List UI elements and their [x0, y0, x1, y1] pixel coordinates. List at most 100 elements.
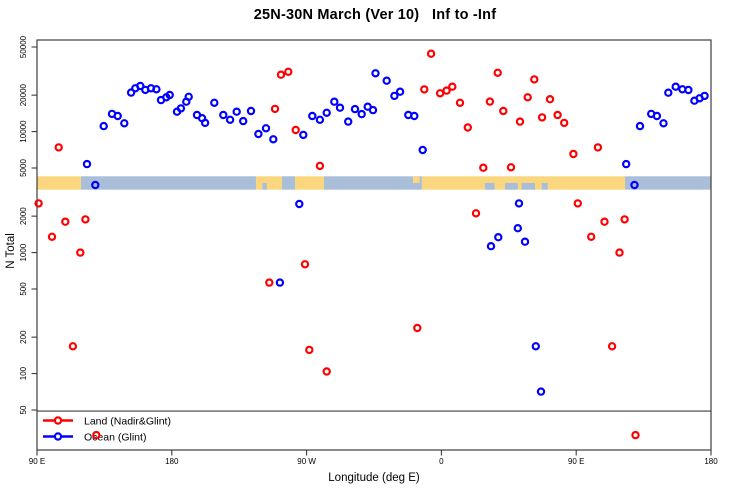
- data-point-land: [76, 248, 85, 257]
- data-point-ocean: [99, 121, 108, 131]
- x-tick-label: 0: [439, 457, 444, 466]
- data-point-land: [276, 70, 286, 79]
- axis-ticks: 90 E 180 90 W 0 90 E 180 50 100 200 500 1000 2000 50…: [19, 35, 718, 466]
- y-tick-label: 5000: [19, 159, 28, 177]
- x-tick-label: 180: [165, 457, 179, 466]
- data-point-land: [54, 143, 63, 152]
- band-detail-land: [412, 176, 420, 183]
- data-point-land: [291, 125, 300, 135]
- data-point-ocean: [520, 237, 530, 246]
- y-tick-label: 20000: [19, 83, 28, 106]
- data-point-ocean: [219, 110, 228, 120]
- data-point-ocean: [113, 111, 122, 121]
- band-segment-land: [295, 176, 324, 190]
- data-point-land: [553, 110, 562, 120]
- data-point-ocean: [531, 342, 541, 351]
- band-detail-ocean: [484, 182, 495, 190]
- data-point-land: [463, 123, 472, 132]
- data-point-ocean: [330, 97, 339, 106]
- data-point-land: [593, 143, 603, 152]
- data-point-ocean: [357, 109, 366, 119]
- data-point-land: [499, 106, 508, 116]
- band-segment-ocean: [282, 176, 296, 190]
- x-tick-label: 90 W: [297, 457, 316, 466]
- data-point-ocean: [630, 180, 639, 190]
- data-point-ocean: [254, 129, 263, 139]
- chart-title: 25N-30N March (Ver 10) Inf to -Inf: [253, 7, 497, 23]
- x-tick-label: 90 E: [29, 457, 45, 466]
- data-point-ocean: [700, 91, 709, 101]
- data-point-ocean: [335, 103, 345, 112]
- data-point-land: [265, 278, 274, 287]
- y-tick-label: 200: [19, 330, 28, 344]
- data-point-ocean: [513, 223, 523, 233]
- data-point-ocean: [120, 119, 129, 128]
- legend-land-label: Land (Nadir&Glint): [84, 416, 171, 428]
- y-tick-label: 2000: [19, 207, 28, 225]
- data-point-ocean: [238, 116, 248, 126]
- y-tick-label: 100: [19, 366, 28, 380]
- legend-land-marker: [53, 416, 63, 425]
- x-tick-label: 90 E: [568, 457, 584, 466]
- data-point-ocean: [152, 85, 161, 94]
- data-point-ocean: [368, 105, 378, 115]
- data-point-land: [426, 49, 436, 58]
- data-point-ocean: [622, 159, 631, 169]
- data-point-land: [448, 82, 457, 91]
- data-point-ocean: [344, 117, 353, 126]
- data-point-land: [620, 215, 629, 224]
- data-point-ocean: [664, 88, 673, 97]
- y-tick-label: 500: [19, 282, 28, 296]
- data-point-land: [284, 67, 293, 77]
- data-point-ocean: [91, 180, 100, 190]
- data-point-ocean: [136, 81, 145, 91]
- data-point-land: [322, 367, 331, 376]
- land-ocean-band: [37, 176, 711, 190]
- data-point-ocean: [261, 124, 271, 133]
- band-detail-ocean: [505, 182, 518, 190]
- data-point-land: [537, 113, 547, 122]
- data-point-land: [523, 93, 532, 102]
- data-point-ocean: [269, 135, 278, 144]
- y-tick-label: 50000: [19, 35, 28, 58]
- data-point-ocean: [126, 88, 136, 97]
- data-point-ocean: [82, 159, 92, 169]
- data-point-land: [600, 217, 609, 226]
- band-detail-ocean: [541, 182, 548, 190]
- data-point-ocean: [371, 69, 380, 78]
- data-point-land: [545, 94, 555, 104]
- data-point-ocean: [514, 199, 524, 208]
- data-point-ocean: [165, 90, 174, 100]
- data-point-ocean: [200, 118, 210, 128]
- data-point-land: [530, 75, 539, 84]
- band-segment-land: [37, 176, 82, 190]
- data-point-ocean: [536, 387, 546, 396]
- data-point-ocean: [246, 106, 256, 116]
- data-point-land: [573, 199, 583, 208]
- data-point-ocean: [486, 241, 496, 251]
- data-point-land: [305, 345, 314, 355]
- data-point-land: [615, 248, 624, 257]
- data-point-land: [479, 163, 488, 172]
- data-point-land: [515, 117, 525, 126]
- data-point-ocean: [210, 98, 219, 108]
- legend-ocean-marker: [53, 432, 63, 441]
- data-point-land: [607, 342, 617, 351]
- data-point-ocean: [395, 87, 405, 96]
- data-point-land: [493, 68, 502, 78]
- data-point-ocean: [225, 115, 235, 125]
- y-tick-label: 50: [19, 405, 28, 414]
- data-point-ocean: [295, 199, 304, 209]
- data-point-ocean: [390, 91, 399, 101]
- x-axis-label: Longitude (deg E): [328, 472, 420, 484]
- data-point-ocean: [184, 92, 193, 102]
- data-point-land: [569, 149, 578, 159]
- data-point-land: [631, 430, 640, 440]
- data-point-land: [420, 85, 429, 94]
- data-point-ocean: [382, 76, 391, 85]
- data-point-land: [485, 97, 495, 106]
- data-point-ocean: [275, 278, 285, 287]
- data-point-ocean: [315, 115, 325, 125]
- data-point-ocean: [299, 130, 308, 140]
